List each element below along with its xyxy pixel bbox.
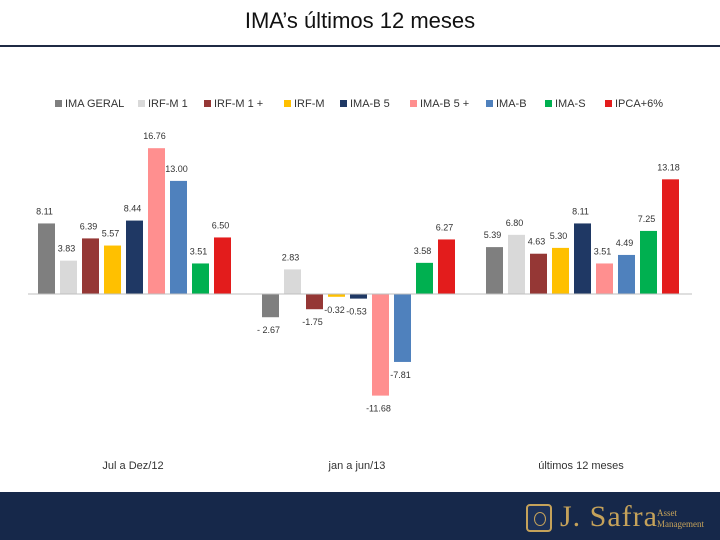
- bar-ima-s-1: [416, 262, 433, 294]
- legend-swatch-ima-b: [486, 100, 493, 107]
- data-label-irf-m-2: 5.30: [550, 231, 568, 241]
- legend-swatch-ima-geral: [55, 100, 62, 107]
- data-label-ima-b-5-2: 8.11: [572, 206, 589, 216]
- legend-swatch-irf-m-1: [204, 100, 211, 107]
- brand-name: J. Safra: [560, 500, 658, 533]
- legend-swatch-ima-b-5: [410, 100, 417, 107]
- x-axis: Jul a Dez/12 jan a jun/13 últimos 12 meses: [28, 293, 692, 472]
- legend-label-ima-s: IMA-S: [555, 98, 586, 110]
- brand-emblem-icon: [526, 504, 552, 532]
- data-label-ima-b-0: 13.00: [165, 164, 188, 174]
- legend-label-ima-geral: IMA GERAL: [65, 98, 124, 110]
- bar-irf-m-1-0: [82, 238, 99, 294]
- title-divider: [0, 45, 720, 47]
- legend-label-ima-b-5: IMA-B 5 +: [420, 98, 469, 110]
- data-label-ima-geral-1: - 2.67: [257, 325, 280, 335]
- data-label-irf-m-1: -0.32: [324, 305, 345, 315]
- data-label-ipca-6-2: 13.18: [657, 162, 680, 172]
- category-label-1: jan a jun/13: [328, 460, 386, 472]
- legend-label-ipca-6: IPCA+6%: [615, 98, 663, 110]
- legend-swatch-irf-m: [284, 100, 291, 107]
- legend-swatch-ipca-6: [605, 100, 612, 107]
- bar-ipca-6-1: [438, 239, 455, 294]
- bar-ima-b-2: [618, 254, 635, 294]
- data-label-ima-b-5-2: 3.51: [594, 246, 612, 256]
- bar-ipca-6-0: [214, 237, 231, 294]
- brand-subtitle-line2: Management: [657, 519, 704, 529]
- data-label-ima-b-5-1: -0.53: [346, 307, 367, 317]
- bar-ima-geral-0: [38, 223, 55, 294]
- legend-swatch-ima-b-5: [340, 100, 347, 107]
- legend-label-ima-b: IMA-B: [496, 98, 527, 110]
- bar-irf-m-1-1: [284, 269, 301, 294]
- data-label-ima-geral-0: 8.11: [36, 206, 53, 216]
- brand-subtitle: Asset Management: [657, 508, 704, 530]
- legend-label-irf-m-1: IRF-M 1 +: [214, 98, 263, 110]
- legend-swatch-irf-m-1: [138, 100, 145, 107]
- data-label-irf-m-1-2: 4.63: [528, 237, 546, 247]
- category-label-0: Jul a Dez/12: [102, 460, 163, 472]
- data-label-ima-b-5-1: -11.68: [366, 404, 391, 414]
- data-label-ima-b-2: 4.49: [616, 238, 634, 248]
- legend-label-ima-b-5: IMA-B 5: [350, 98, 390, 110]
- bar-chart: IMA GERAL IRF-M 1 IRF-M 1 + IRF-M IMA-B 5 IMA…: [28, 98, 692, 472]
- bar-irf-m-1-1: [306, 294, 323, 310]
- bar-ima-geral-2: [486, 247, 503, 294]
- bar-ima-s-0: [192, 263, 209, 294]
- data-label-irf-m-1-2: 6.80: [506, 218, 524, 228]
- bar-ima-b-5-2: [596, 263, 613, 294]
- bar-ima-b-5-1: [350, 294, 367, 299]
- data-label-irf-m-1-1: 2.83: [282, 252, 300, 262]
- data-label-ima-s-1: 3.58: [414, 246, 432, 256]
- data-label-irf-m-1-0: 6.39: [80, 221, 98, 231]
- bar-ima-b-0: [170, 180, 187, 294]
- chart-title: IMA’s últimos 12 meses: [244, 8, 476, 33]
- data-label-ipca-6-0: 6.50: [212, 220, 230, 230]
- bar-ima-b-5-2: [574, 223, 591, 294]
- data-label-irf-m-1-0: 3.83: [58, 244, 76, 254]
- category-label-2: últimos 12 meses: [538, 460, 624, 472]
- data-label-ima-geral-2: 5.39: [484, 230, 502, 240]
- footer-bar: [0, 492, 720, 540]
- bar-ima-b-1: [394, 294, 411, 362]
- data-label-ima-s-2: 7.25: [638, 214, 656, 224]
- data-label-ima-b-1: -7.81: [390, 370, 411, 380]
- bar-irf-m-1: [328, 294, 345, 297]
- bar-irf-m-1-0: [60, 260, 77, 294]
- brand-subtitle-line1: Asset: [657, 508, 677, 518]
- legend: IMA GERAL IRF-M 1 IRF-M 1 + IRF-M IMA-B 5 IMA…: [55, 98, 663, 110]
- bar-irf-m-1-2: [530, 253, 547, 294]
- bar-ima-b-5-0: [148, 148, 165, 294]
- bar-ipca-6-2: [662, 179, 679, 294]
- bar-irf-m-1-2: [508, 234, 525, 294]
- data-label-ima-b-5-0: 8.44: [124, 204, 142, 214]
- data-label-ima-b-5-0: 16.76: [143, 131, 166, 141]
- bar-ima-b-5-0: [126, 220, 143, 294]
- bar-ima-b-5-1: [372, 294, 389, 396]
- bar-ima-s-2: [640, 230, 657, 294]
- bar-irf-m-0: [104, 245, 121, 294]
- bar-ima-geral-1: [262, 294, 279, 318]
- data-label-ima-s-0: 3.51: [190, 246, 208, 256]
- data-label-irf-m-1-1: -1.75: [302, 317, 323, 327]
- bar-irf-m-2: [552, 247, 569, 294]
- bar-series: 8.11 3.83 6.39 5.57 8.44 16.76 13.00 3.51 6.50 - …: [36, 131, 680, 413]
- legend-label-irf-m: IRF-M: [294, 98, 325, 110]
- data-label-ipca-6-1: 6.27: [436, 222, 454, 232]
- data-label-irf-m-0: 5.57: [102, 229, 120, 239]
- legend-swatch-ima-s: [545, 100, 552, 107]
- legend-label-irf-m-1: IRF-M 1: [148, 98, 188, 110]
